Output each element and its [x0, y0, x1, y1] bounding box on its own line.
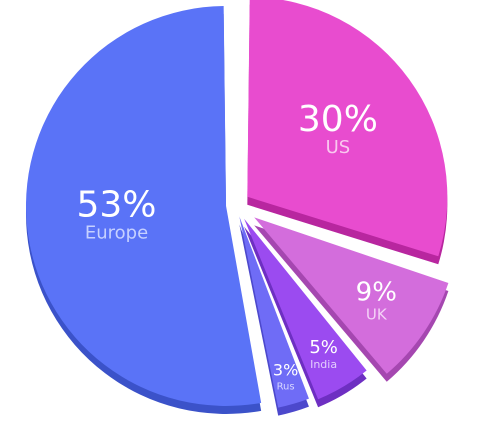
slice-tops	[25, 0, 449, 408]
slice-uk	[254, 217, 449, 374]
slice-value-europe: 53%	[76, 184, 156, 225]
slice-india	[244, 218, 367, 400]
slice-label-europe: Europe	[85, 222, 148, 243]
slice-label-india: India	[310, 358, 337, 371]
slice-value-us: 30%	[298, 99, 378, 140]
slice-europe	[25, 5, 262, 406]
slice-us	[247, 0, 448, 257]
slice-rus	[239, 216, 309, 408]
slice-labels: 30%US 9%UK 5%India 3% Rus 53%Europe	[76, 99, 396, 393]
slice-label-rus: Rus	[277, 382, 295, 393]
slice-value-uk: 9%	[356, 277, 397, 307]
slice-value-rus: 3%	[273, 361, 298, 380]
slice-value-india: 5%	[309, 337, 338, 358]
slice-label-uk: UK	[366, 305, 388, 323]
slice-label-us: US	[326, 137, 351, 158]
